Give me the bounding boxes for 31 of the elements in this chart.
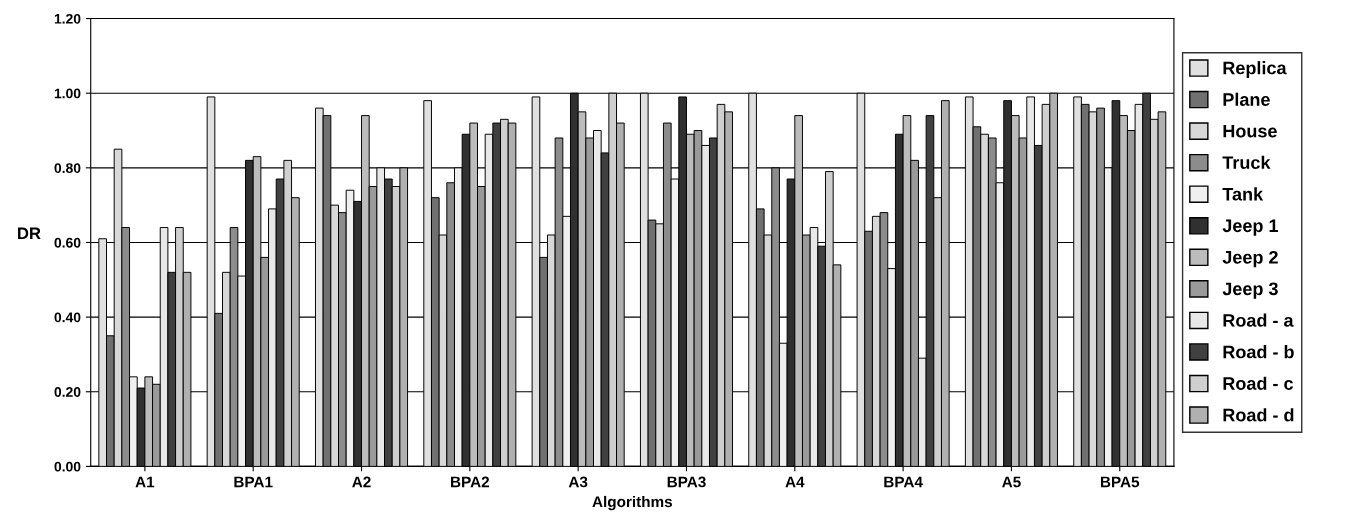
x-tick-label: BPA1	[234, 476, 273, 488]
x-tick-label: BPA5	[1100, 476, 1140, 488]
x-tick-label: A1	[135, 476, 155, 488]
legend-label: Jeep 3	[1222, 282, 1278, 299]
legend-label: Jeep 2	[1222, 250, 1278, 268]
legend-label: Road - b	[1223, 345, 1294, 359]
legend-label: Road - c	[1223, 376, 1293, 390]
legend-label: Tank	[1222, 187, 1264, 201]
y-tick-label: 0.20	[54, 387, 81, 397]
y-tick-label: 0.00	[54, 461, 81, 472]
x-tick-label: BPA4	[884, 476, 923, 488]
legend-label: Road - a	[1223, 313, 1294, 327]
x-tick-label: A3	[568, 476, 588, 488]
legend-label: Jeep 1	[1222, 219, 1279, 236]
legend-label: Road - d	[1223, 408, 1294, 422]
x-tick-label: BPA2	[451, 476, 490, 488]
x-tick-label: A5	[1002, 476, 1021, 488]
x-axis-title: Algorithms	[592, 495, 673, 511]
legend-label: House	[1223, 124, 1277, 138]
y-tick-label: 0.60	[54, 237, 81, 248]
y-axis-title: DR	[18, 227, 41, 240]
x-tick-label: BPA3	[667, 476, 706, 488]
y-tick-label: 1.00	[54, 88, 81, 99]
y-tick-label: 0.80	[54, 163, 81, 173]
y-tick-label: 0.40	[54, 312, 81, 323]
x-tick-label: A2	[352, 476, 371, 488]
x-tick-label: A4	[785, 476, 805, 488]
legend-label: Plane	[1223, 92, 1270, 106]
legend-label: Truck	[1222, 155, 1271, 170]
y-tick-label: 1.20	[54, 13, 81, 24]
legend-label: Replica	[1223, 61, 1287, 78]
